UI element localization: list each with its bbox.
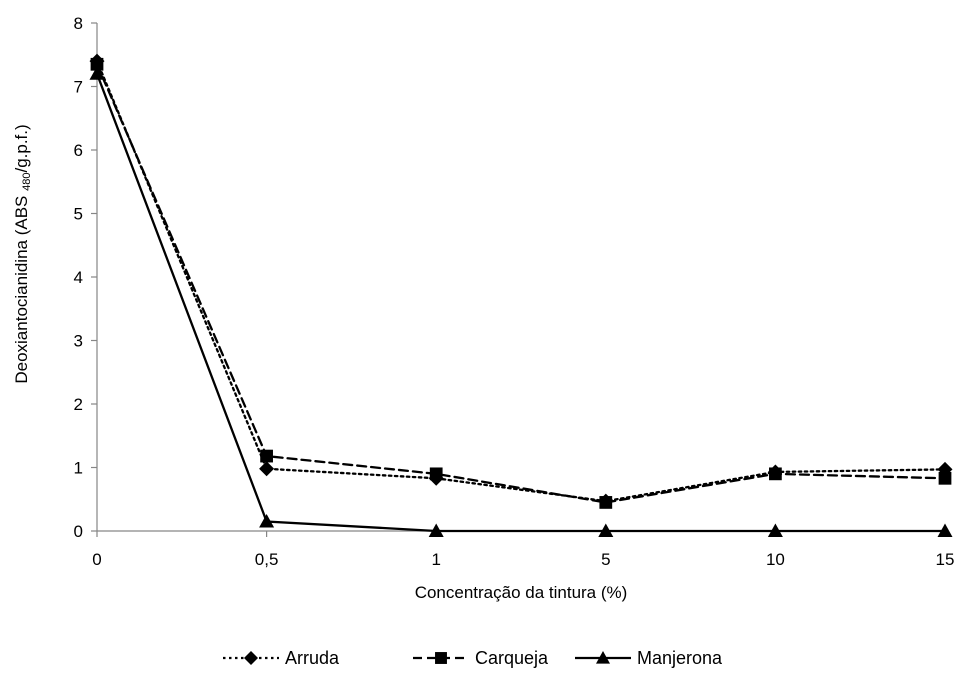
x-axis-title: Concentração da tintura (%) [415, 583, 628, 602]
legend-label: Manjerona [637, 648, 723, 668]
data-point-square [599, 496, 613, 509]
data-point-triangle [259, 513, 275, 528]
data-point-square [260, 449, 273, 463]
x-tick-label: 0,5 [255, 550, 279, 569]
legend-item: Manjerona [575, 648, 723, 668]
x-tick-labels: 0 0,5 1 5 10 15 [92, 550, 954, 569]
data-point-triangle [767, 523, 783, 537]
y-tick-label: 4 [74, 268, 83, 287]
legend-marker-square [435, 652, 447, 664]
x-tick-label: 0 [92, 550, 101, 569]
legend-item: Arruda [223, 648, 340, 668]
legend-item: Carqueja [413, 648, 549, 668]
legend-marker-triangle [596, 651, 610, 664]
data-point-square [938, 471, 952, 485]
y-tick-label: 0 [74, 522, 83, 541]
x-tick-label: 1 [431, 550, 440, 569]
series-line [95, 59, 947, 503]
data-point-triangle [598, 523, 614, 537]
data-point-square [429, 467, 443, 481]
y-tick-label: 5 [74, 205, 83, 224]
y-tick-label: 6 [74, 141, 83, 160]
y-axis-title: Deoxiantocianidina (ABS 480/g.p.f.) [12, 124, 33, 383]
legend-marker-diamond [244, 651, 258, 665]
y-axis-title-unit: /g.p.f.) [12, 124, 31, 172]
axes [91, 22, 946, 537]
series-group [89, 53, 953, 537]
y-axis-title-subscript: 480 [21, 173, 33, 191]
series-line [95, 72, 947, 533]
legend: Arruda Carqueja Manjerona [223, 648, 723, 668]
data-point-square [769, 467, 782, 481]
y-tick-label: 3 [74, 332, 83, 351]
x-tick-label: 15 [936, 550, 955, 569]
y-tick-label: 7 [74, 78, 83, 97]
y-tick-label: 1 [74, 459, 83, 478]
data-point-triangle [428, 523, 444, 537]
legend-label: Arruda [285, 648, 340, 668]
data-point-triangle [89, 66, 105, 80]
x-tick-label: 5 [601, 550, 610, 569]
data-point-square [90, 57, 104, 71]
series-arruda [89, 53, 953, 509]
data-point-diamond [259, 461, 275, 477]
series-manjerona [89, 66, 953, 537]
legend-label: Carqueja [475, 648, 549, 668]
data-point-triangle [937, 523, 953, 537]
y-tick-labels: 0 1 2 3 4 5 6 7 8 [74, 14, 83, 541]
series-line [95, 63, 947, 504]
y-tick-label: 8 [74, 14, 83, 33]
series-carqueja [90, 57, 952, 509]
y-tick-label: 2 [74, 395, 83, 414]
x-tick-label: 10 [766, 550, 785, 569]
y-axis-title-main: Deoxiantocianidina (ABS [12, 191, 31, 384]
